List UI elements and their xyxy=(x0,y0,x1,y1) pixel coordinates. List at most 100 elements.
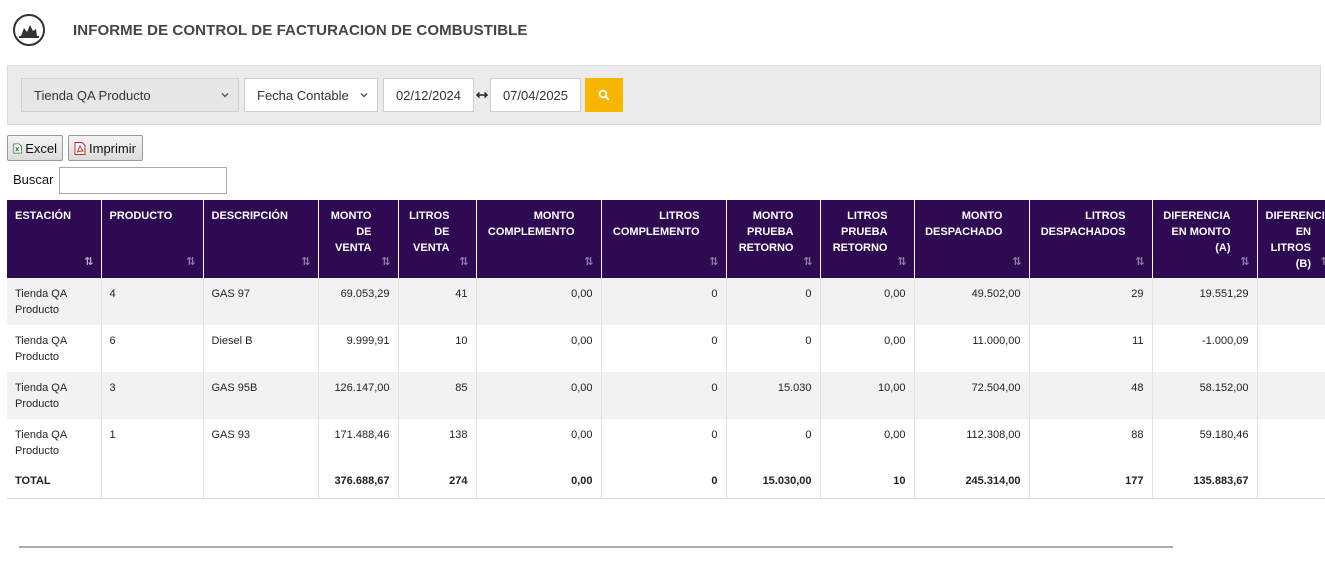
table-cell: 88 xyxy=(1028,419,1152,466)
sort-icon[interactable]: ⇅ xyxy=(1135,256,1145,268)
excel-button-label: Excel xyxy=(25,140,57,156)
excel-button[interactable]: Excel xyxy=(7,135,63,161)
table-cell xyxy=(1256,419,1325,466)
report-table: ESTACIÓN ⇅ PRODUCTO ⇅ DESCRIPCIÓN ⇅ MONTO DE VEN… xyxy=(7,200,1325,499)
column-header-label: COMPLEMENTO xyxy=(612,226,700,238)
column-header[interactable]: MONTO PRUEBA RETORNO ⇅ xyxy=(725,200,820,278)
table-cell: 3 xyxy=(100,372,203,419)
column-header-label: EN MONTO xyxy=(1171,226,1231,238)
print-button[interactable]: Imprimir xyxy=(68,135,143,161)
table-cell: 0,00 xyxy=(819,325,914,372)
sort-icon[interactable]: ⇅ xyxy=(186,256,196,268)
column-header[interactable]: MONTO COMPLEMENTO ⇅ xyxy=(475,200,601,278)
column-header-label: DE xyxy=(356,226,372,238)
table-cell: 41 xyxy=(397,278,476,325)
search-icon xyxy=(598,89,610,101)
table-cell: 15.030 xyxy=(725,372,820,419)
table-cell: 0,00 xyxy=(819,278,914,325)
column-header-label: DESCRIPCIÓN xyxy=(211,210,288,222)
table-row: Tienda QA Producto 1 GAS 93 171.488,46 138 0,… xyxy=(7,419,1325,466)
total-cell xyxy=(1256,466,1325,499)
sort-icon[interactable]: ⇅ xyxy=(803,256,813,268)
column-header-label: RETORNO xyxy=(832,242,888,254)
column-header-label: LITROS xyxy=(659,210,700,222)
store-select-value: Tienda QA Producto xyxy=(34,87,151,103)
table-cell xyxy=(1256,278,1325,325)
table-row: Tienda QA Producto 6 Diesel B 9.999,91 10 0,0… xyxy=(7,325,1325,372)
column-header[interactable]: LITROS DE VENTA ⇅ xyxy=(397,200,476,278)
pdf-file-icon xyxy=(74,141,86,155)
table-cell xyxy=(1256,372,1325,419)
table-cell: 138 xyxy=(397,419,476,466)
date-to-input[interactable]: 07/04/2025 xyxy=(490,78,581,112)
column-header[interactable]: PRODUCTO ⇅ xyxy=(100,200,203,278)
table-cell: 72.504,00 xyxy=(913,372,1029,419)
table-cell: 59.180,46 xyxy=(1151,419,1257,466)
table-cell: Diesel B xyxy=(202,325,318,372)
table-cell: 58.152,00 xyxy=(1151,372,1257,419)
column-header-label: DE xyxy=(434,226,450,238)
table-cell: 0,00 xyxy=(475,278,601,325)
column-header-label: (B) xyxy=(1295,258,1311,270)
total-cell: TOTAL xyxy=(7,466,101,499)
column-header[interactable]: LITROS DESPACHADOS ⇅ xyxy=(1028,200,1152,278)
table-cell: 48 xyxy=(1028,372,1152,419)
column-header-label: PRUEBA xyxy=(841,226,888,238)
table-cell: 0,00 xyxy=(475,325,601,372)
table-cell: 112.308,00 xyxy=(913,419,1029,466)
table-cell: Tienda QA Producto xyxy=(7,325,101,372)
table-cell: 0 xyxy=(600,372,726,419)
table-cell: 0,00 xyxy=(819,419,914,466)
total-row: TOTAL 376.688,67 274 0,00 0 15.030,00 10 245.31… xyxy=(7,466,1325,499)
column-header-label: MONTO xyxy=(961,210,1003,222)
sort-icon[interactable]: ⇅ xyxy=(709,256,719,268)
total-cell: 0 xyxy=(600,466,726,499)
column-header-label: PRODUCTO xyxy=(109,210,173,222)
sort-icon[interactable]: ⇅ xyxy=(584,256,594,268)
table-cell: GAS 93 xyxy=(202,419,318,466)
date-from-input[interactable]: 02/12/2024 xyxy=(383,78,474,112)
column-header-label: EN LITROS xyxy=(1270,226,1311,254)
sort-icon[interactable]: ⇅ xyxy=(381,256,391,268)
page-header: INFORME DE CONTROL DE FACTURACION DE COM… xyxy=(13,13,528,47)
sort-icon[interactable]: ⇅ xyxy=(1240,256,1250,268)
column-header[interactable]: MONTO DE VENTA ⇅ xyxy=(317,200,398,278)
column-header[interactable]: LITROS COMPLEMENTO ⇅ xyxy=(600,200,726,278)
table-row: Tienda QA Producto 3 GAS 95B 126.147,00 85 0,… xyxy=(7,372,1325,419)
sort-icon[interactable]: ⇅ xyxy=(897,256,907,268)
column-header-label: LITROS xyxy=(847,210,888,222)
table-cell xyxy=(1256,325,1325,372)
column-header[interactable]: DESCRIPCIÓN ⇅ xyxy=(202,200,318,278)
column-header-label: DIFERENCIA xyxy=(1265,210,1325,222)
sort-icon[interactable]: ⇅ xyxy=(301,256,311,268)
column-header[interactable]: DIFERENCIA EN LITROS (B) ⇅ xyxy=(1256,200,1325,278)
table-cell: Tienda QA Producto xyxy=(7,372,101,419)
total-cell: 177 xyxy=(1028,466,1152,499)
column-header-label: LITROS xyxy=(409,210,450,222)
sort-icon[interactable]: ⇅ xyxy=(459,256,469,268)
total-cell: 0,00 xyxy=(475,466,601,499)
table-cell: 11 xyxy=(1028,325,1152,372)
column-header-label: MONTO xyxy=(533,210,575,222)
total-cell: 245.314,00 xyxy=(913,466,1029,499)
table-cell: 0 xyxy=(600,419,726,466)
table-cell: 171.488,46 xyxy=(317,419,398,466)
sort-active-icon[interactable]: ⇅ xyxy=(84,256,94,268)
table-cell: 0 xyxy=(725,419,820,466)
column-header[interactable]: LITROS PRUEBA RETORNO ⇅ xyxy=(819,200,914,278)
total-cell: 376.688,67 xyxy=(317,466,398,499)
sort-icon[interactable]: ⇅ xyxy=(1321,254,1325,270)
search-input[interactable] xyxy=(59,167,227,194)
column-header[interactable]: ESTACIÓN ⇅ xyxy=(7,200,101,278)
column-header[interactable]: DIFERENCIA EN MONTO (A) ⇅ xyxy=(1151,200,1257,278)
table-cell: 9.999,91 xyxy=(317,325,398,372)
store-select[interactable]: Tienda QA Producto xyxy=(21,78,239,112)
date-type-select[interactable]: Fecha Contable xyxy=(244,78,378,112)
table-cell: 29 xyxy=(1028,278,1152,325)
sort-icon[interactable]: ⇅ xyxy=(1012,256,1022,268)
total-cell: 10 xyxy=(819,466,914,499)
search-button[interactable] xyxy=(585,78,623,112)
column-header[interactable]: MONTO DESPACHADO ⇅ xyxy=(913,200,1029,278)
table-cell: 0 xyxy=(725,325,820,372)
table-cell: Tienda QA Producto xyxy=(7,278,101,325)
